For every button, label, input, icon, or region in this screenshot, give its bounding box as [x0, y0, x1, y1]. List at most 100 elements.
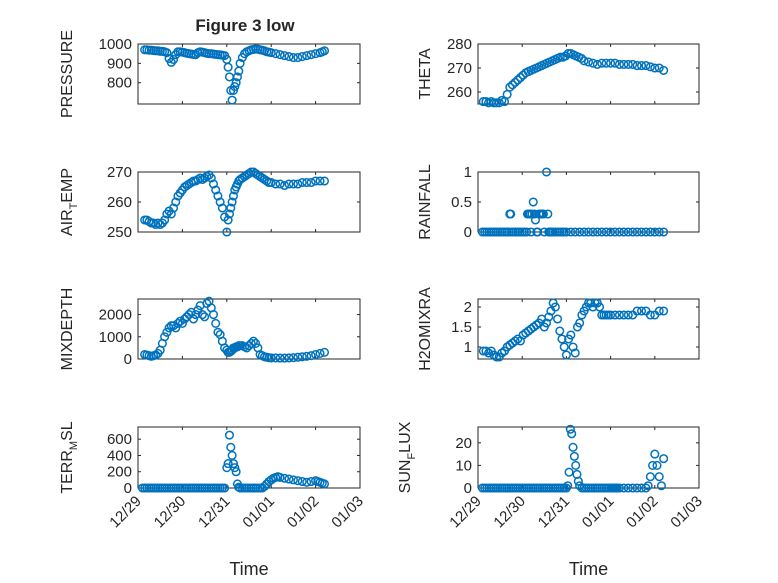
data-point	[571, 460, 581, 470]
data-point	[302, 51, 312, 61]
data-point	[563, 49, 573, 59]
data-point	[251, 338, 261, 348]
y-axis-label: PRESSURE	[59, 30, 76, 118]
y-tick-label: 280	[447, 36, 472, 53]
y-tick-label: 2	[464, 299, 472, 316]
data-point	[507, 80, 518, 90]
data-point	[175, 316, 185, 326]
data-point	[528, 197, 538, 207]
data-point	[319, 46, 330, 56]
data-point	[645, 62, 655, 72]
data-point	[188, 314, 199, 324]
data-point	[208, 310, 219, 320]
data-point	[293, 52, 303, 63]
y-axis-label: TERRMSL	[59, 421, 80, 493]
data-point	[275, 472, 285, 482]
data-point	[266, 353, 276, 363]
data-point	[623, 483, 633, 493]
y-tick-label: 1.5	[451, 319, 472, 336]
data-point	[228, 459, 239, 469]
data-point	[561, 227, 571, 237]
data-point	[553, 314, 563, 324]
data-point	[504, 227, 514, 237]
y-tick-label: 600	[107, 431, 132, 448]
data-point	[555, 326, 565, 336]
data-point	[284, 353, 294, 363]
data-point	[497, 348, 507, 358]
data-point	[244, 168, 254, 179]
data-point	[654, 472, 664, 482]
data-point	[614, 59, 624, 69]
y-tick-label: 0	[464, 480, 472, 497]
data-point	[601, 58, 611, 68]
data-point	[513, 75, 523, 85]
data-point	[652, 460, 662, 470]
data-point	[319, 176, 330, 186]
data-point	[645, 472, 655, 482]
data-point	[570, 227, 580, 237]
data-point	[160, 215, 170, 225]
data-point	[645, 310, 655, 320]
y-tick-label: 1	[464, 339, 472, 356]
subplot-pressure: 800 900 1000 PRESSURE	[59, 30, 361, 118]
data-point	[271, 49, 281, 59]
data-point	[302, 477, 312, 487]
data-point	[266, 48, 276, 58]
data-point	[228, 191, 239, 201]
data-point	[293, 352, 303, 362]
data-point	[191, 310, 201, 320]
subplot-sun: 0 10 20 12/29 12/30 12/31 01/01 01/02 01/03 Time S…	[397, 421, 706, 579]
data-point	[162, 327, 172, 337]
data-point	[213, 327, 223, 337]
data-point	[515, 73, 525, 83]
data-point	[246, 338, 256, 348]
data-point	[636, 227, 647, 237]
data-point	[654, 306, 664, 316]
data-point	[275, 50, 285, 60]
data-point	[200, 312, 210, 322]
data-point	[173, 318, 183, 328]
data-point	[311, 350, 321, 360]
data-point	[306, 177, 316, 188]
data-point	[168, 321, 179, 331]
y-tick-label: 1	[464, 164, 472, 181]
data-point	[302, 177, 312, 188]
axes-frame	[477, 426, 700, 489]
data-point	[579, 56, 589, 66]
data-point	[575, 318, 585, 328]
axes-frame	[477, 171, 700, 233]
data-point	[583, 57, 594, 67]
data-point	[576, 53, 586, 63]
x-tick-label: 12/31	[535, 493, 574, 532]
data-point	[541, 318, 552, 328]
data-point	[288, 353, 298, 363]
y-tick-label: 400	[107, 447, 132, 464]
data-point	[565, 424, 575, 434]
data-point	[168, 203, 179, 213]
x-tick-label: 01/01	[239, 493, 278, 532]
data-point	[279, 180, 290, 191]
data-point	[583, 227, 594, 237]
data-point	[279, 473, 290, 483]
data-point	[297, 177, 307, 188]
data-point	[533, 227, 543, 237]
subplot-air: 250 260 270 AIRTEMP	[59, 164, 361, 241]
data-point	[217, 203, 227, 213]
x-tick-label: 01/01	[579, 493, 618, 532]
data-point	[650, 227, 660, 237]
subplot-mixdepth: 0 1000 2000 MIXDEPTH	[59, 288, 361, 370]
data-point	[222, 227, 232, 237]
subplot-rainfall: 0 0.5 1 RAINFALL	[417, 164, 700, 241]
data-point	[202, 171, 212, 182]
data-point	[227, 95, 237, 105]
subplot-theta: 260 270 280 THETA	[417, 36, 700, 108]
data-point	[573, 476, 583, 486]
data-point	[284, 52, 294, 62]
data-point	[541, 167, 552, 177]
data-point	[213, 191, 223, 201]
figure-title: Figure 3 low	[195, 16, 295, 35]
y-axis-label: THETA	[417, 48, 434, 100]
y-tick-label: 2000	[99, 307, 132, 324]
data-point	[315, 176, 325, 186]
